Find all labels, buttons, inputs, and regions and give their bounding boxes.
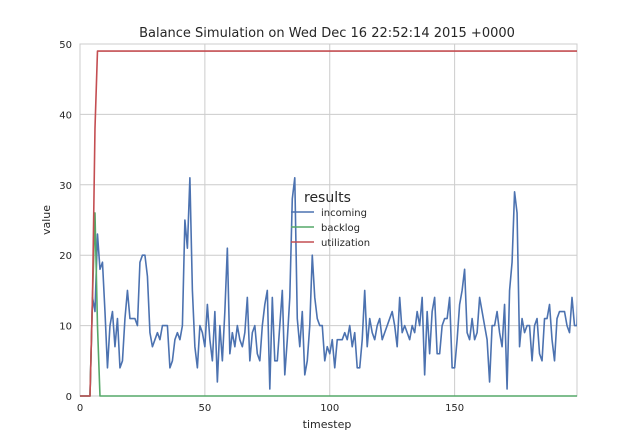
- legend-label-backlog: backlog: [321, 223, 360, 234]
- y-tick-label: 30: [59, 181, 72, 192]
- y-tick-labels: 0 10 20 30 40 50: [59, 40, 72, 403]
- series-line-utilization: [80, 50, 577, 397]
- series-lines: [80, 50, 577, 397]
- y-tick-label: 50: [59, 40, 72, 51]
- legend: results incoming backlog utilization: [291, 190, 370, 249]
- series-line-incoming: [80, 176, 577, 397]
- x-tick-label: 50: [199, 403, 212, 414]
- y-axis-label: value: [40, 205, 53, 235]
- x-tick-label: 0: [77, 403, 83, 414]
- legend-title: results: [304, 190, 351, 206]
- legend-label-incoming: incoming: [321, 208, 367, 219]
- legend-entries: incoming backlog utilization: [291, 208, 370, 249]
- x-tick-label: 150: [445, 403, 464, 414]
- y-tick-label: 40: [59, 110, 72, 121]
- plot-area: [79, 43, 578, 397]
- chart-title: Balance Simulation on Wed Dec 16 22:52:1…: [139, 26, 515, 41]
- y-tick-label: 20: [59, 251, 72, 262]
- y-tick-label: 10: [59, 322, 72, 333]
- legend-label-utilization: utilization: [321, 238, 370, 249]
- x-axis-label: timestep: [303, 418, 352, 431]
- y-tick-label: 0: [66, 392, 72, 403]
- x-tick-label: 100: [320, 403, 339, 414]
- x-tick-labels: 0 50 100 150: [77, 403, 464, 414]
